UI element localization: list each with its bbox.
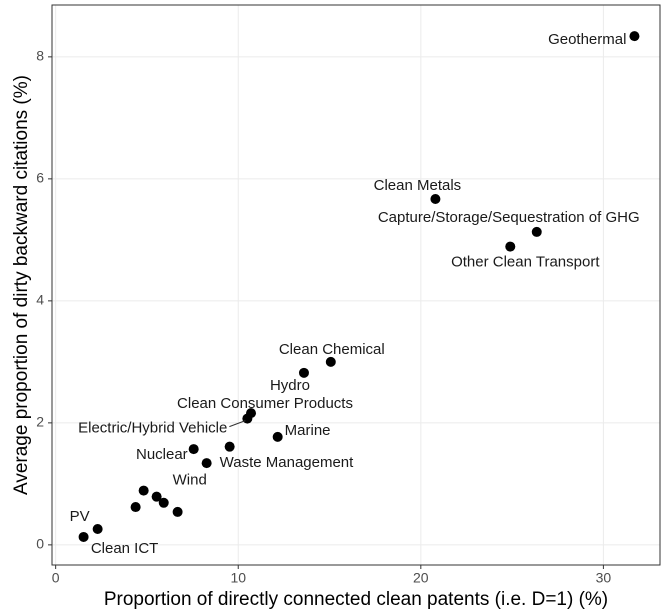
x-tick-label: 30 — [596, 570, 612, 586]
point — [272, 431, 283, 442]
point-label: Clean Metals — [374, 177, 462, 194]
point — [325, 356, 336, 367]
y-tick-label: 8 — [36, 48, 44, 64]
point — [92, 524, 103, 535]
point-label: Electric/Hybrid Vehicle — [78, 420, 227, 437]
point-label: Hydro — [270, 377, 310, 394]
point — [242, 413, 253, 424]
point-label: Wind — [173, 472, 207, 489]
point — [130, 502, 141, 513]
x-tick-label: 0 — [52, 570, 60, 586]
plot-background — [52, 5, 660, 565]
x-tick-label: 10 — [230, 570, 246, 586]
point — [138, 485, 149, 496]
point — [505, 241, 516, 252]
y-tick-label: 4 — [36, 292, 44, 308]
point-label: PV — [70, 508, 90, 525]
point — [201, 458, 212, 469]
point-label: Geothermal — [548, 31, 626, 48]
plot-border — [51, 4, 661, 566]
point-label: Clean Chemical — [279, 341, 385, 358]
point — [151, 491, 162, 502]
point — [78, 531, 89, 542]
point-label: Nuclear — [136, 446, 188, 463]
point — [298, 367, 309, 378]
point — [172, 506, 183, 517]
y-axis-title: Average proportion of dirty backward cit… — [11, 75, 32, 495]
point — [531, 226, 542, 237]
point — [430, 193, 441, 204]
point-label: Other Clean Transport — [451, 254, 600, 271]
y-tick-label: 2 — [36, 414, 44, 430]
point-label: Waste Management — [220, 454, 355, 471]
point-label: Marine — [285, 422, 331, 439]
y-tick-label: 0 — [36, 536, 44, 552]
point — [188, 444, 199, 455]
point-label: Clean ICT — [91, 540, 159, 557]
x-axis-title: Proportion of directly connected clean p… — [104, 589, 608, 610]
point — [158, 497, 169, 508]
y-tick-label: 6 — [36, 170, 44, 186]
point-label: Clean Consumer Products — [177, 395, 353, 412]
point — [629, 31, 640, 42]
point — [224, 441, 235, 452]
x-tick-label: 20 — [413, 570, 429, 586]
point-label: Capture/Storage/Sequestration of GHG — [378, 209, 640, 226]
leader-line — [229, 420, 246, 428]
